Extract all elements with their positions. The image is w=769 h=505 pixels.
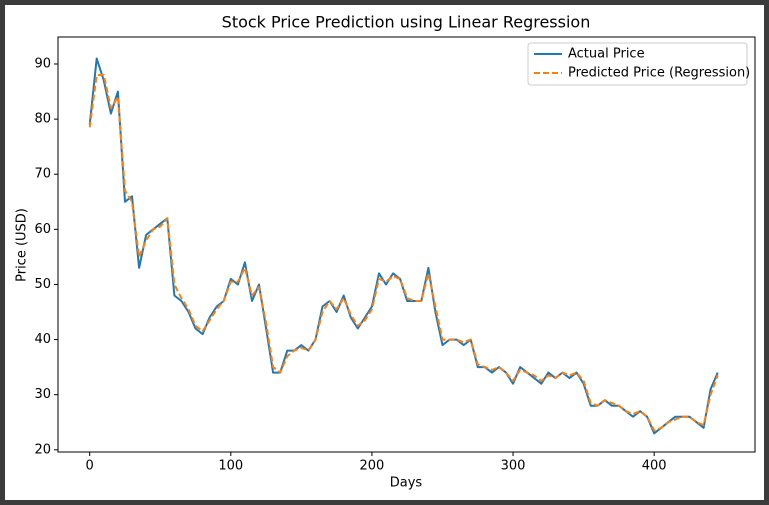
y-tick-label: 50 — [34, 277, 51, 292]
x-tick-label: 300 — [501, 459, 526, 474]
y-tick-label: 40 — [34, 332, 51, 347]
y-tick-label: 20 — [34, 442, 51, 457]
y-tick-label: 60 — [34, 222, 51, 237]
plot-frame — [57, 36, 756, 453]
figure-background — [5, 5, 764, 500]
x-tick-label: 400 — [642, 459, 667, 474]
y-axis-label: Price (USD) — [15, 208, 30, 282]
x-tick-label: 100 — [218, 459, 243, 474]
chart-title: Stock Price Prediction using Linear Regr… — [222, 13, 591, 32]
y-tick-label: 90 — [34, 57, 51, 72]
legend-box — [527, 42, 748, 86]
legend-label: Predicted Price (Regression) — [568, 66, 750, 81]
y-tick-label: 80 — [34, 112, 51, 127]
y-tick-label: 70 — [34, 167, 51, 182]
x-axis-label: Days — [390, 476, 423, 491]
x-tick-label: 200 — [360, 459, 385, 474]
x-tick-label: 0 — [86, 459, 94, 474]
price-line — [88, 74, 719, 432]
y-tick-label: 30 — [34, 387, 51, 402]
legend-label: Actual Price — [568, 47, 645, 62]
